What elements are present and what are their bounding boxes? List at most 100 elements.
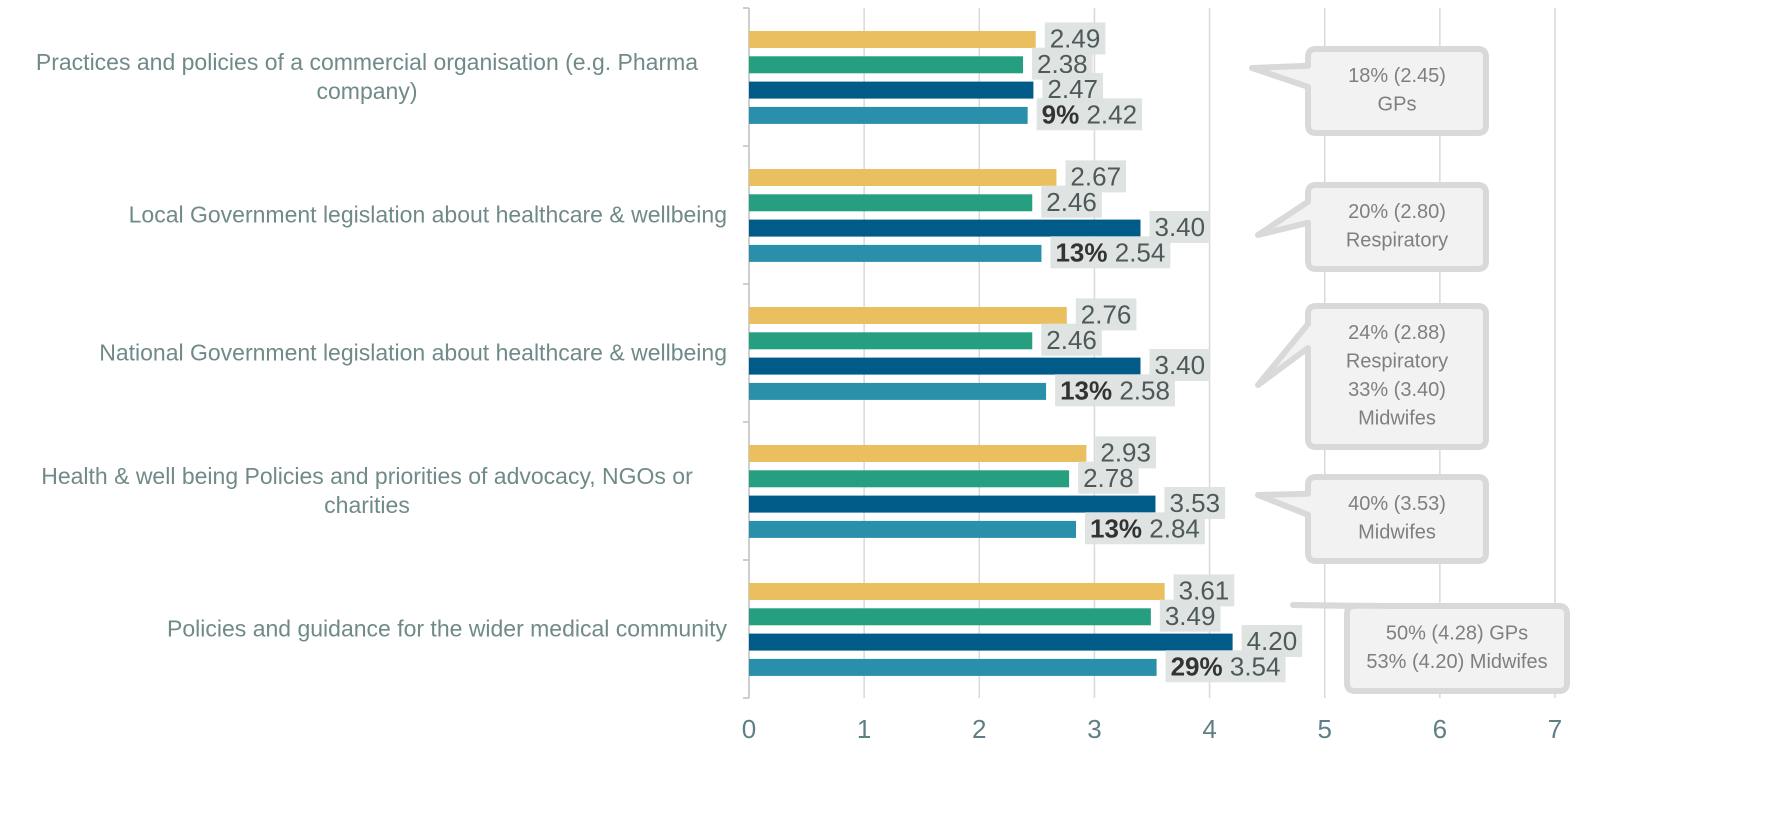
bar	[749, 81, 1034, 99]
callout: 24% (2.88) Respiratory 33% (3.40) Midwifes	[1255, 303, 1489, 450]
callout-box	[1255, 303, 1489, 450]
callout-box	[1290, 602, 1570, 694]
data-label-bg	[1085, 512, 1205, 545]
data-label-bg	[1036, 98, 1143, 131]
space	[1223, 651, 1230, 681]
data-label-bg	[1165, 650, 1286, 683]
callout-text: 20% (2.80)	[1348, 201, 1446, 223]
value-label: 3.49	[1165, 601, 1216, 631]
value-label: 2.58	[1119, 375, 1170, 405]
bar	[749, 219, 1141, 237]
space	[1108, 237, 1115, 267]
percent-label: 29%	[1171, 651, 1223, 681]
bar	[749, 332, 1033, 350]
space	[1142, 513, 1149, 543]
bar	[749, 194, 1033, 212]
bar	[749, 106, 1028, 124]
bar	[749, 56, 1024, 74]
bar	[749, 495, 1156, 513]
category-text: National Government legislation about he…	[99, 339, 727, 366]
data-label-text: 3.49	[1165, 601, 1216, 631]
data-label-text: 2.78	[1083, 463, 1134, 493]
callout-text: Respiratory	[1346, 351, 1448, 373]
bar	[749, 31, 1036, 48]
callout: 40% (3.53) Midwifes	[1255, 474, 1489, 564]
data-label: 13% 2.84	[1085, 512, 1205, 545]
space	[1079, 99, 1086, 129]
data-label-bg	[1041, 323, 1102, 356]
category-label: Local Government legislation about healt…	[0, 201, 727, 230]
data-label-bg	[1078, 461, 1139, 494]
bar	[749, 244, 1042, 262]
callout-box	[1249, 46, 1489, 136]
percent-label: 9%	[1042, 99, 1080, 129]
callout: 50% (4.28) GPs 53% (4.20) Midwifes	[1290, 602, 1570, 694]
data-label-text: 13% 2.54	[1055, 237, 1165, 267]
bar	[749, 357, 1141, 375]
data-label: 13% 2.58	[1055, 374, 1175, 407]
value-label: 3.54	[1230, 651, 1281, 681]
percent-label: 13%	[1060, 375, 1112, 405]
space	[1112, 375, 1119, 405]
value-label: 2.78	[1083, 463, 1134, 493]
data-label-text: 9% 2.42	[1042, 99, 1137, 129]
x-tick-label: 3	[1087, 714, 1101, 744]
percent-label: 13%	[1090, 513, 1142, 543]
value-label: 2.46	[1046, 325, 1097, 355]
data-label-text: 29% 3.54	[1171, 651, 1281, 681]
x-tick-label: 2	[972, 714, 986, 744]
bar	[749, 633, 1233, 651]
data-label: 3.49	[1159, 599, 1221, 632]
category-label: Practices and policies of a commercial o…	[0, 48, 727, 106]
data-label: 2.78	[1078, 461, 1139, 494]
data-label: 9% 2.42	[1036, 98, 1143, 131]
category-text: Health & well being Policies and priorit…	[41, 463, 693, 518]
bar	[749, 307, 1067, 324]
data-label: 2.76	[1075, 298, 1137, 331]
bar	[749, 520, 1077, 538]
callout-text: 24% (2.88)	[1348, 322, 1446, 344]
x-tick-label: 6	[1433, 714, 1447, 744]
x-tick-label: 5	[1317, 714, 1331, 744]
bar	[749, 169, 1057, 186]
value-label: 2.54	[1115, 237, 1166, 267]
bar	[749, 470, 1070, 488]
x-tick-label: 1	[857, 714, 871, 744]
data-label-text: 2.46	[1046, 325, 1097, 355]
category-label: Policies and guidance for the wider medi…	[0, 615, 727, 644]
data-label-text: 2.46	[1046, 187, 1097, 217]
bar	[749, 608, 1151, 626]
value-label: 2.42	[1086, 99, 1137, 129]
bar	[749, 445, 1087, 462]
data-label-bg	[1055, 374, 1175, 407]
bar	[749, 382, 1047, 400]
callout-text: Respiratory	[1346, 230, 1448, 252]
data-label-text: 13% 2.84	[1090, 513, 1200, 543]
data-label-bg	[1050, 236, 1171, 269]
callout-text: 53% (4.20) Midwifes	[1366, 651, 1547, 673]
x-tick-label: 7	[1548, 714, 1562, 744]
data-label: 29% 3.54	[1165, 650, 1286, 683]
category-text: Local Government legislation about healt…	[128, 201, 727, 228]
callout-box	[1255, 474, 1489, 564]
bars	[749, 31, 1233, 676]
x-tick-label: 0	[742, 714, 756, 744]
callout-text: 50% (4.28) GPs	[1386, 623, 1528, 645]
value-label: 2.84	[1149, 513, 1200, 543]
data-label: 2.46	[1041, 323, 1102, 356]
callout: 20% (2.80) Respiratory	[1255, 182, 1489, 272]
value-label: 2.46	[1046, 187, 1097, 217]
bar	[749, 583, 1165, 600]
data-label-bg	[1041, 185, 1102, 218]
callout-text: 33% (3.40)	[1348, 379, 1446, 401]
percent-label: 13%	[1055, 237, 1107, 267]
callout-text: Midwifes	[1358, 522, 1436, 544]
callout-text: GPs	[1378, 94, 1417, 116]
category-label: Health & well being Policies and priorit…	[0, 462, 727, 520]
callout: 18% (2.45) GPs	[1249, 46, 1489, 136]
callout-text: 40% (3.53)	[1348, 493, 1446, 515]
callout-text: 18% (2.45)	[1348, 65, 1446, 87]
